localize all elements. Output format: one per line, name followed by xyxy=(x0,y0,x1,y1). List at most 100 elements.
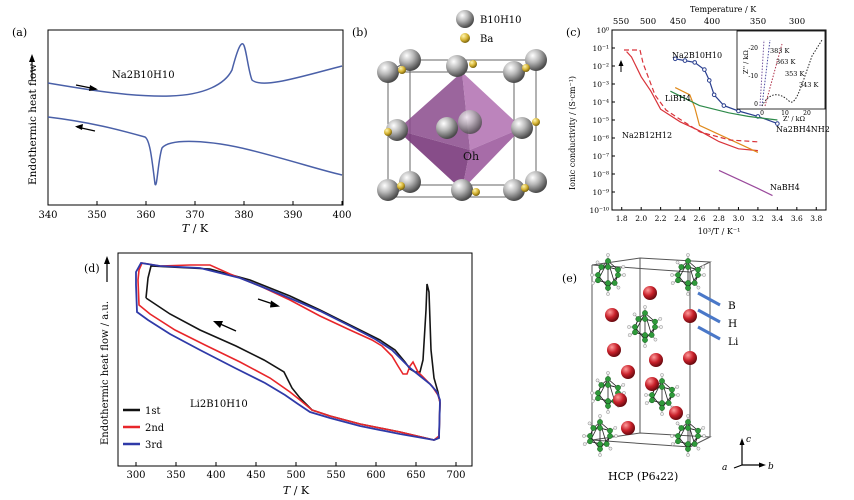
panel-d-ylabel: Endothermic heat flow / a.u. xyxy=(100,301,111,445)
c-ytick-label: 10⁻⁷ xyxy=(592,152,609,161)
panel-d-xtick: 700 xyxy=(446,470,465,481)
impedance-inset: Z'' / kΩ Z' / kΩ -20 -10 0 0 10 20 383 K… xyxy=(736,30,826,123)
inset-temp: 343 K xyxy=(799,81,818,89)
axis-c-label: c xyxy=(746,435,751,445)
c-xtick-label: 3.0 xyxy=(732,214,744,223)
panel-a-xtick: 360 xyxy=(136,210,155,221)
top-tick: 300 xyxy=(789,17,805,27)
panel-d-xtick: 550 xyxy=(326,470,345,481)
inset-temp: 383 K xyxy=(770,47,789,55)
panel-a-xtick: 390 xyxy=(283,210,302,221)
na2b10h10-point xyxy=(721,103,727,108)
panel-d-xtick: 400 xyxy=(206,470,225,481)
series-line-na2b10h10 xyxy=(675,58,778,125)
series-line-na2b12h12 xyxy=(626,51,758,152)
panel-d-label: (d) xyxy=(84,262,100,275)
panel-d-frame xyxy=(117,252,473,467)
panel-e-caption: HCP (P6₄22) xyxy=(608,470,678,483)
panel-a-xtick: 370 xyxy=(185,210,204,221)
panel-a-xtick: 400 xyxy=(332,210,351,221)
na2b10h10-point xyxy=(775,121,780,126)
inset-ytick: -10 xyxy=(748,73,758,80)
top-tick: 550 xyxy=(613,17,629,27)
inset-xtick: 20 xyxy=(803,110,811,117)
na2b10h10-point xyxy=(682,58,688,63)
octahedron-label: Oh xyxy=(463,150,479,163)
panel-a-heating-curve xyxy=(47,43,343,97)
axis-b-label: b xyxy=(768,462,774,472)
panel-e-label: (e) xyxy=(562,272,577,285)
panel-c-top-ticks: 550 500 450 400 350 300 xyxy=(613,17,805,27)
panel-c-label: (c) xyxy=(566,26,581,39)
top-tick: 450 xyxy=(670,17,686,27)
c-xtick-label: 3.8 xyxy=(810,214,822,223)
panel-a: (a) 340 350 360 370 380 390 400 T / K En… xyxy=(12,26,352,235)
panel-d-compound: Li2B10H10 xyxy=(190,399,248,410)
na2b10h10-point xyxy=(711,92,717,98)
b10h10-cage xyxy=(670,414,706,457)
octahedron-oh xyxy=(397,72,522,190)
inset-temp: 363 K xyxy=(776,58,795,66)
inset-temp: 353 K xyxy=(785,70,804,78)
legend-ba-sphere xyxy=(460,33,470,43)
inset-ylabel: Z'' / kΩ xyxy=(742,50,750,74)
panel-a-xlabel: T / K xyxy=(182,222,209,235)
c-ytick-label: 10⁻⁹ xyxy=(592,188,609,197)
axis-a-label: a xyxy=(722,463,727,473)
panel-c-ylabel: Ionic conductivity / (S·cm⁻¹) xyxy=(568,76,577,190)
top-tick: 500 xyxy=(640,17,656,27)
panel-b-label: (b) xyxy=(352,26,368,39)
legend-b10h10-label: B10H10 xyxy=(480,15,522,26)
inset-xtick: 10 xyxy=(781,110,789,117)
c-ytick-label: 10⁻¹⁰ xyxy=(589,206,609,215)
center-b10h10-sphere xyxy=(458,110,482,134)
legend-label-3rd: 3rd xyxy=(145,440,163,451)
panel-a-yarrow-head xyxy=(29,54,35,62)
panel-d-xtick: 500 xyxy=(286,470,305,481)
panel-a-xtick: 380 xyxy=(234,210,253,221)
panel-a-ylabel: Endothermic heat flow xyxy=(27,64,39,185)
c-ytick-label: 10⁰ xyxy=(596,26,609,35)
c-arrow-head xyxy=(618,60,624,66)
panel-d-cool-arrowhead xyxy=(213,321,223,328)
panel-d: (d) 300 350 400 450 500 550 600 650 700 … xyxy=(84,252,473,497)
panel-a-heat-arrowhead xyxy=(89,85,98,91)
b10h10-cage xyxy=(582,414,618,457)
panel-d-xlabel: T / K xyxy=(283,484,310,497)
series-line-nabh4 xyxy=(718,169,773,197)
crystal-axes: c b a xyxy=(722,435,774,473)
cluster-spheres xyxy=(377,49,547,201)
c-ytick-label: 10⁻⁵ xyxy=(592,116,609,125)
c-ytick-label: 10⁻⁸ xyxy=(592,170,609,179)
panel-c: (c) Temperature / K 550 500 450 400 350 … xyxy=(566,5,830,236)
panel-a-xtick: 350 xyxy=(87,210,106,221)
atom-label-li: Li xyxy=(728,336,739,348)
panel-e: (e) B H xyxy=(562,253,774,483)
legend-b10h10-sphere xyxy=(456,10,474,28)
series-label-na2b10h10: Na2B10H10 xyxy=(672,51,722,60)
panel-d-xtick: 650 xyxy=(406,470,425,481)
series-line-libh4 xyxy=(674,87,759,153)
dsc-curve-1st xyxy=(145,265,441,441)
atom-label-h: H xyxy=(728,318,737,330)
panel-c-top-axis-title: Temperature / K xyxy=(690,5,757,14)
na2b10h10-point xyxy=(702,67,707,72)
panel-a-frame xyxy=(47,29,344,206)
c-ytick-label: 10⁻¹ xyxy=(592,44,609,53)
inset-ytick: -20 xyxy=(748,45,758,52)
ba-spheres xyxy=(384,60,540,196)
series-line-na2bh4nh2 xyxy=(670,90,778,121)
panel-d-xticks: 300 350 400 450 500 550 600 650 700 xyxy=(126,462,466,481)
na2b10h10-point xyxy=(706,78,712,83)
c-xtick-label: 2.0 xyxy=(635,214,647,223)
na2b12h12-heating-dashed xyxy=(624,49,761,143)
b10h10-cage xyxy=(670,253,706,296)
c-ytick-label: 10⁻⁶ xyxy=(592,134,609,143)
panel-c-xticks: 1.8 2.0 2.2 2.4 2.6 2.8 3.0 3.2 3.4 3.6 3.8 xyxy=(616,207,822,223)
b10h10-cage xyxy=(627,305,663,348)
inset-xlabel: Z' / kΩ xyxy=(783,115,805,123)
c-xtick-label: 3.4 xyxy=(771,214,783,223)
legend-label-2nd: 2nd xyxy=(145,423,165,434)
panel-d-yarrow-head xyxy=(104,256,110,264)
